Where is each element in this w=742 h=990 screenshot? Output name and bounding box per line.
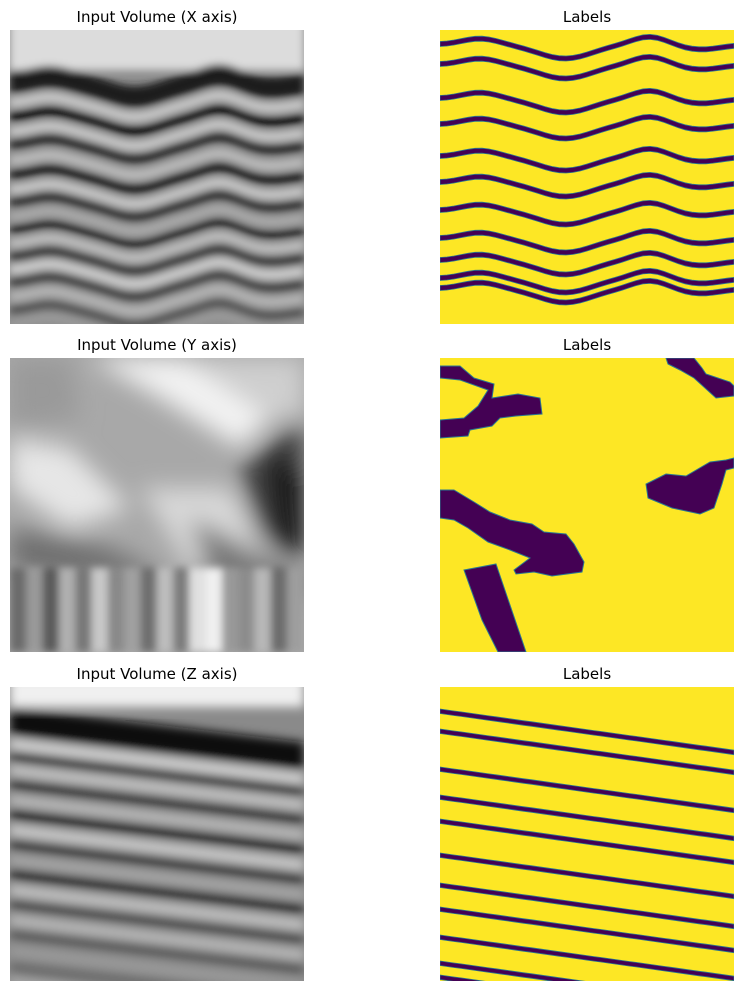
label-line [440,227,734,256]
panel-x-labels: Labels [440,0,734,325]
label-line [440,87,734,116]
label-line [440,171,734,200]
label-region [665,358,734,399]
label-line [440,33,734,62]
y-labels-image [440,358,734,652]
title-y-labels: Labels [562,336,612,354]
x-input-image [10,30,304,324]
label-region [463,563,527,652]
label-region [645,457,734,515]
label-line [440,960,586,981]
title-z-input: Input Volume (Z axis) [76,665,238,683]
y-input-image [10,358,304,652]
label-line [440,277,734,306]
label-line [440,882,734,930]
label-line [440,852,734,900]
label-line [440,906,734,954]
label-line [440,145,734,174]
label-region [440,365,543,439]
panel-y-labels: Labels [440,328,734,653]
label-line [440,974,486,981]
label-line [440,934,734,981]
label-region [440,489,585,577]
panel-z-input: Input Volume (Z axis) [10,657,304,982]
panel-z-labels: Labels [440,657,734,982]
label-line [440,249,734,278]
panel-y-input: Input Volume (Y axis) [10,328,304,653]
z-labels-image [440,687,734,981]
label-line [440,766,734,814]
label-line [440,53,734,82]
title-x-labels: Labels [562,8,612,26]
title-z-labels: Labels [562,665,612,683]
label-line [440,199,734,228]
x-labels-image [440,30,734,324]
label-line [440,794,734,842]
label-line [440,113,734,142]
panel-x-input: Input Volume (X axis) [10,0,304,325]
title-y-input: Input Volume (Y axis) [77,336,237,354]
label-line [440,728,734,776]
label-line [440,708,734,756]
label-line [440,818,734,866]
title-x-input: Input Volume (X axis) [76,8,238,26]
label-line [440,267,734,296]
z-input-image [10,687,304,981]
